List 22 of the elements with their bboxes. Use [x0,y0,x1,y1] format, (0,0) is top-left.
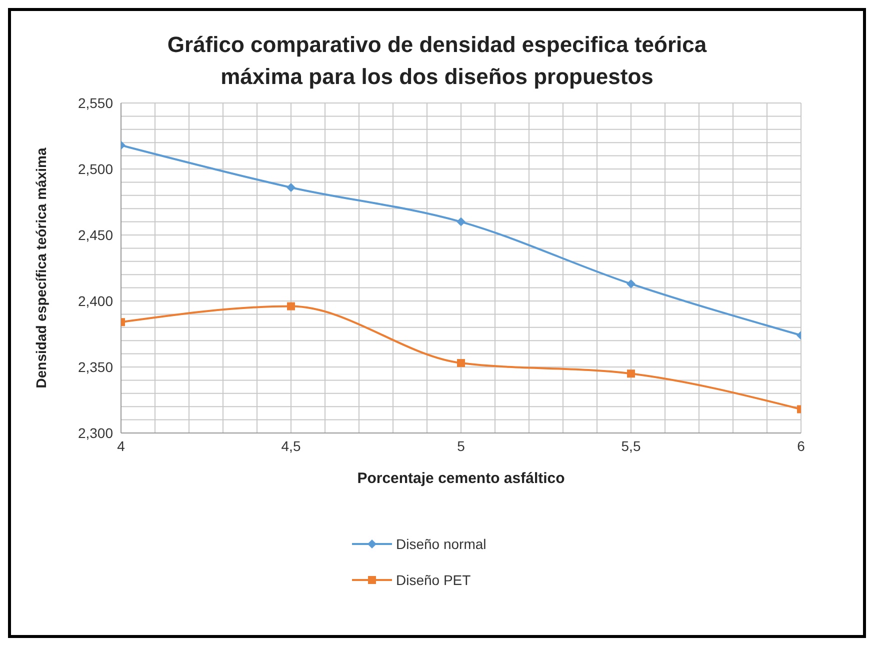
x-tick-label: 5 [457,438,466,454]
x-axis-title: Porcentaje cemento asfáltico [357,470,565,487]
x-tick-label: 4 [117,438,126,454]
legend-label: Diseño normal [396,536,486,552]
y-tick-label: 2,350 [78,358,114,375]
legend-label: Diseño PET [396,572,471,588]
point [286,182,296,192]
x-tick-label: 4,5 [281,438,301,454]
y-tick-label: 2,450 [78,226,114,243]
x-tick-label: 5,5 [621,438,641,454]
y-tick-label: 2,400 [78,292,114,309]
point [287,302,295,310]
y-axis-title: Densidad específica teórica máxima [32,148,49,388]
y-tick-label: 2,550 [78,94,114,111]
y-tick-label: 2,500 [78,160,114,177]
point [626,279,636,288]
point [456,217,466,226]
y-tick-label: 2,300 [78,424,114,441]
x-tick-label: 6 [797,438,806,454]
point [627,370,635,378]
chart-title: Gráfico comparativo de densidad especifica teórica máxima para los dos diseños propuestos [166,31,708,91]
point [457,359,465,368]
